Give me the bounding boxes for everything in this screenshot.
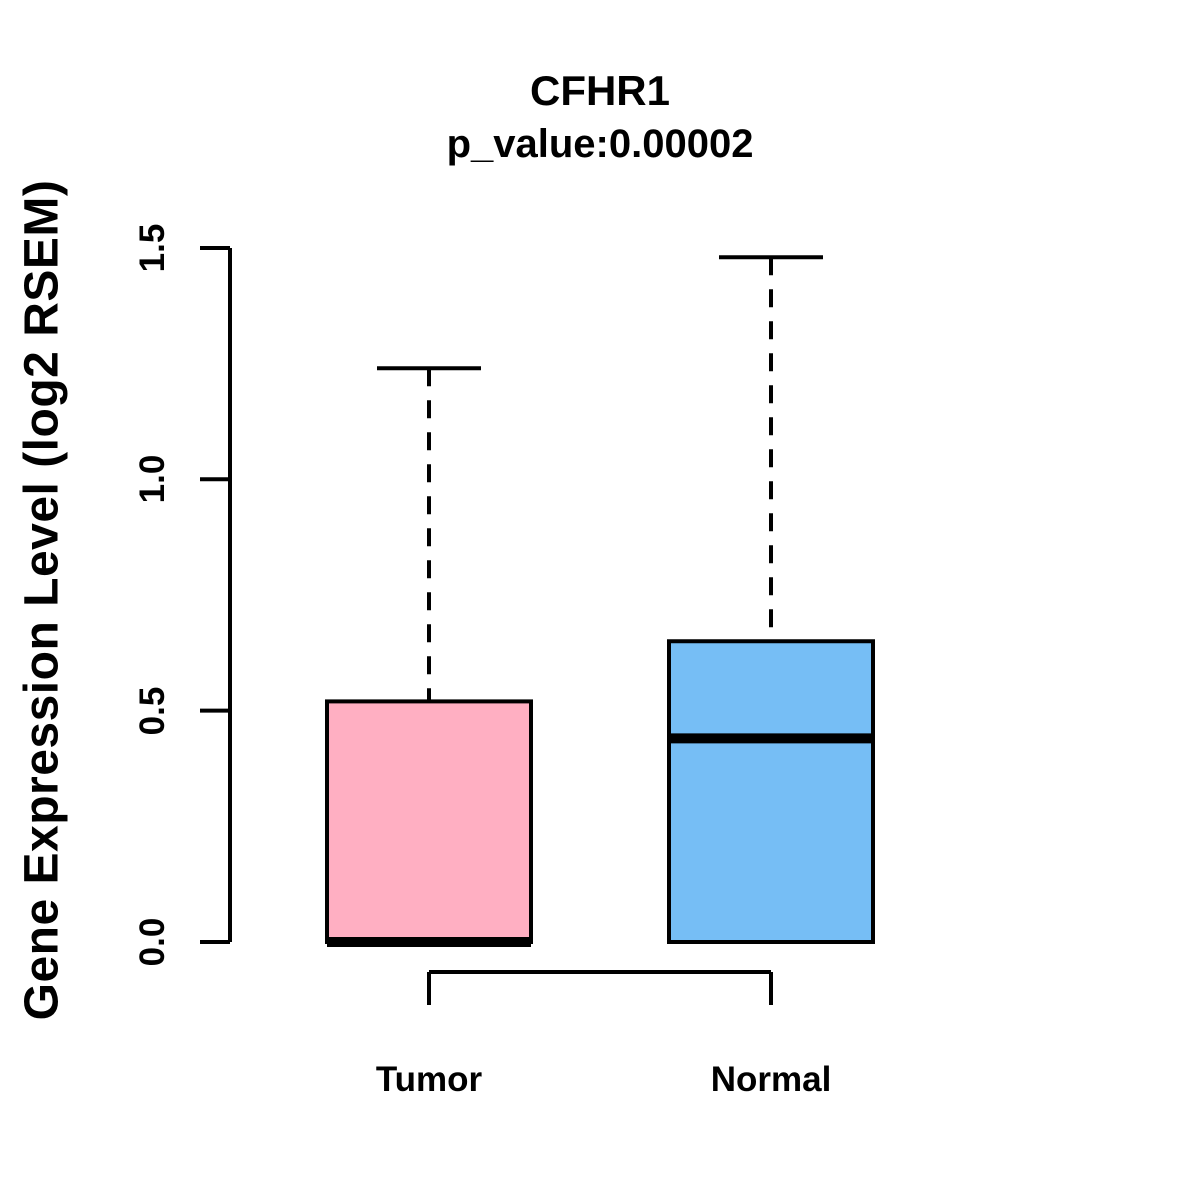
x-category-label-tumor: Tumor (375, 1060, 483, 1099)
tumor-box (325, 699, 533, 944)
title-block: CFHR1 p_value:0.00002 (0, 66, 1200, 168)
y-tick-label: 1.0 (133, 454, 172, 504)
x-category-label-normal: Normal (710, 1060, 832, 1099)
normal-box (667, 639, 875, 944)
chart-title: CFHR1 (529, 67, 670, 114)
y-tick-label: 0.5 (133, 686, 172, 735)
y-tick-label: 1.5 (133, 223, 172, 273)
y-tick-label: 0.0 (133, 917, 172, 967)
chart-subtitle: p_value:0.00002 (446, 122, 754, 167)
